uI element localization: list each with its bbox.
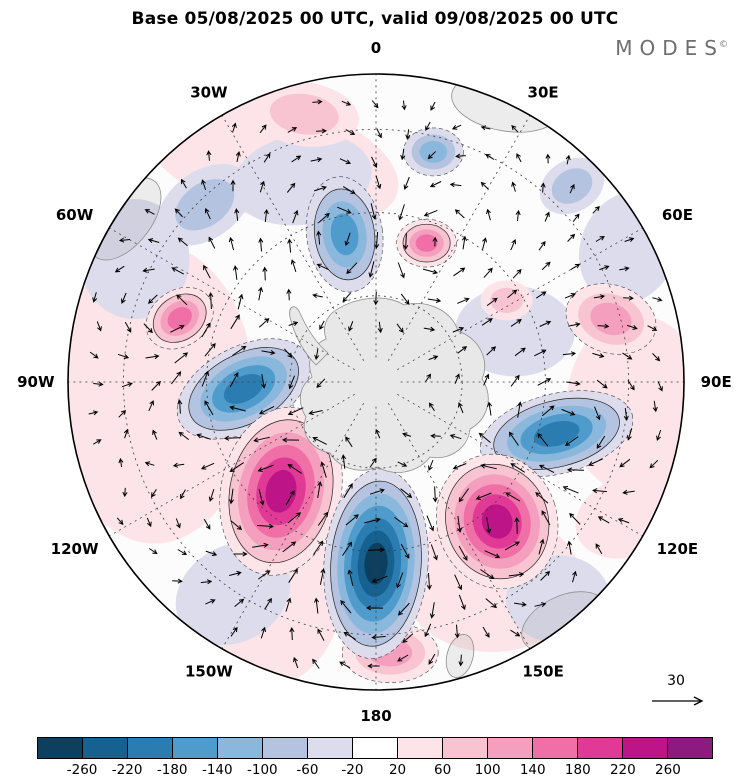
wind-vectors <box>88 99 663 669</box>
longitude-labels: 0 30E 60E 90E 120E 150E 180 150W 120W 90W 60W 30W <box>17 39 732 725</box>
colorbar-cell <box>577 738 622 758</box>
anomaly-contour <box>167 307 192 330</box>
map-svg: 0 30E 60E 90E 120E 150E 180 150W 120W 90W 60W 30W 30 <box>0 35 750 735</box>
longitude-label: 0 <box>371 39 381 57</box>
colorbar-cells <box>37 737 713 759</box>
anomaly-contour <box>265 469 297 513</box>
colorbar-tick-label: 60 <box>434 762 452 778</box>
longitude-label: 150E <box>522 662 564 680</box>
reference-vector-arrow-icon <box>652 696 704 706</box>
colorbar-tick-label: 100 <box>474 762 501 778</box>
colorbar-cell <box>352 738 397 758</box>
anomaly-contour <box>330 213 359 256</box>
colorbar-tick-label: 260 <box>655 762 681 778</box>
colorbar-labels: -260 -220 -180 -140 -100 -60 -20 20 60 100 140 180 2… <box>37 762 713 780</box>
colorbar-tick-label: -260 <box>66 762 98 778</box>
map-outside-mask <box>0 35 750 735</box>
longitude-label: 60E <box>662 206 693 224</box>
longitude-label: 90E <box>701 373 732 391</box>
colorbar-tick-label: -220 <box>111 762 143 778</box>
colorbar-cell <box>667 738 712 758</box>
longitude-label: 30E <box>528 84 559 102</box>
anomaly-contour <box>481 504 513 539</box>
anomaly-contour <box>269 93 339 135</box>
colorbar-tick-label: -180 <box>156 762 188 778</box>
colorbar-cell <box>442 738 487 758</box>
colorbar-cell <box>397 738 442 758</box>
colorbar: -260 -220 -180 -140 -100 -60 -20 20 60 100 140 180 2… <box>37 737 713 780</box>
colorbar-tick-label: 140 <box>519 762 546 778</box>
modes-copyright-symbol: © <box>719 40 728 51</box>
colorbar-cell <box>127 738 172 758</box>
colorbar-tick-label: 180 <box>564 762 591 778</box>
colorbar-tick-label: 20 <box>388 762 407 778</box>
colorbar-cell <box>307 738 352 758</box>
colorbar-cell <box>532 738 577 758</box>
reference-vector-label: 30 <box>667 673 685 689</box>
longitude-label: 120W <box>51 540 99 558</box>
wind-arrow-field <box>88 99 663 669</box>
longitude-label: 120E <box>657 540 699 558</box>
new-zealand-coast <box>445 634 475 678</box>
modes-logo: MODES© <box>615 36 728 60</box>
colorbar-cell <box>262 738 307 758</box>
colorbar-cell <box>172 738 217 758</box>
anomaly-contour <box>590 302 632 336</box>
colorbar-tick-label: -20 <box>341 762 364 778</box>
longitude-label: 180 <box>360 707 391 725</box>
colorbar-cell <box>38 738 82 758</box>
anomaly-contour <box>175 179 235 231</box>
colorbar-cell <box>217 738 262 758</box>
colorbar-cell <box>622 738 667 758</box>
colorbar-tick-label: -60 <box>296 762 319 778</box>
longitude-label: 150W <box>185 662 233 680</box>
colorbar-cell <box>82 738 127 758</box>
longitude-label: 90W <box>17 373 55 391</box>
longitude-label: 30W <box>190 84 228 102</box>
longitude-label: 60W <box>56 206 94 224</box>
colorbar-cell <box>487 738 532 758</box>
anomaly-contour <box>419 140 448 163</box>
colorbar-tick-label: 220 <box>609 762 636 778</box>
anomaly-contour <box>415 234 438 252</box>
map-boundary-circle <box>67 73 685 691</box>
colorbar-tick-label: -140 <box>201 762 233 778</box>
colorbar-tick-label: -100 <box>247 762 278 778</box>
page-title: Base 05/08/2025 00 UTC, valid 09/08/2025… <box>131 9 619 29</box>
antarctica-landmass <box>299 297 489 473</box>
anomaly-contour <box>533 420 580 447</box>
modes-logo-text: MODES <box>615 36 724 60</box>
reference-vector: 30 <box>652 673 704 706</box>
antarctic-peninsula <box>289 306 329 366</box>
